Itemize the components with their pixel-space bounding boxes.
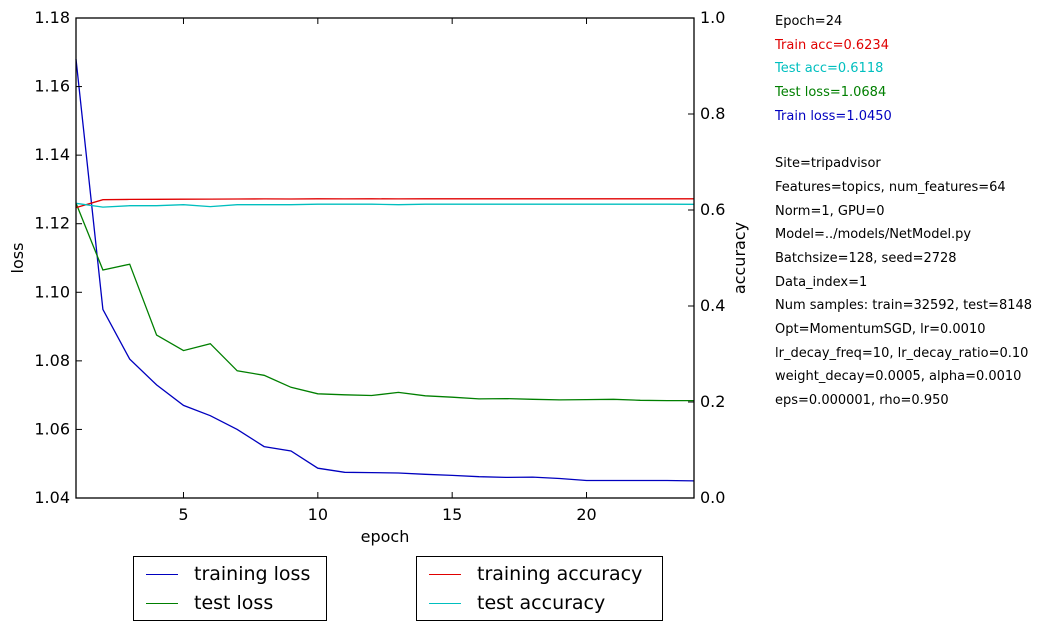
series-line-test-loss [75,202,694,402]
y-right-tick-label: 0.8 [700,104,725,123]
legend-label-training-accuracy: training accuracy [477,563,643,585]
y-right-tick-label: 0.0 [700,488,725,507]
y-left-tick-label: 1.12 [34,214,70,233]
info-train-acc: Train acc=0.6234 [775,37,889,53]
info-norm: Norm=1, GPU=0 [775,203,885,219]
info-lr-decay: lr_decay_freq=10, lr_decay_ratio=0.10 [775,345,1029,361]
legend-swatch-test-loss [146,602,178,604]
series-line-test-accuracy [75,202,695,208]
info-opt: Opt=MomentumSGD, lr=0.0010 [775,321,986,337]
series-line-training-loss [75,59,695,482]
x-tick-label: 20 [576,505,596,524]
x-tick-label: 15 [442,505,462,524]
x-axis-label: epoch [361,527,410,546]
legend-loss: training loss test loss [133,556,327,621]
info-batch: Batchsize=128, seed=2728 [775,250,957,266]
legend-item-training-loss: training loss [134,560,310,588]
info-data-index: Data_index=1 [775,274,868,290]
y-right-tick-label: 0.4 [700,296,725,315]
y-left-tick-label: 1.14 [34,145,70,164]
y-right-tick-label: 1.0 [700,8,725,27]
legend-swatch-training-accuracy [429,573,461,575]
y-axis-right-label: accuracy [730,222,749,294]
x-tick-label: 5 [178,505,188,524]
legend-item-test-loss: test loss [134,589,273,617]
info-weight-decay: weight_decay=0.0005, alpha=0.0010 [775,369,1022,385]
info-spacer [775,128,1032,152]
y-axis-right: 0.0 0.2 0.4 0.6 0.8 1.0 [688,8,725,507]
legend-item-test-accuracy: test accuracy [417,589,605,617]
legend-item-training-accuracy: training accuracy [417,560,642,588]
info-eps: eps=0.000001, rho=0.950 [775,393,949,408]
info-samples: Num samples: train=32592, test=8148 [775,298,1033,314]
y-left-tick-label: 1.08 [34,351,70,370]
y-right-tick-label: 0.2 [700,392,725,411]
y-left-tick-label: 1.10 [34,282,70,301]
info-epoch: Epoch=24 [775,14,843,29]
info-site: Site=tripadvisor [775,156,881,172]
legend-label-training-loss: training loss [194,563,311,585]
info-model: Model=../models/NetModel.py [775,227,972,243]
plot-area [75,59,695,482]
legend-swatch-test-accuracy [429,602,461,604]
run-info-panel: Epoch=24 Train acc=0.6234 Test acc=0.611… [775,10,1032,413]
y-left-tick-label: 1.16 [34,77,70,96]
x-axis: 5 10 15 20 [178,18,597,524]
info-train-loss: Train loss=1.0450 [775,108,892,124]
y-left-tick-label: 1.06 [34,419,70,438]
plot-frame [75,17,695,499]
info-test-loss: Test loss=1.0684 [775,85,887,101]
legend-label-test-accuracy: test accuracy [477,592,606,614]
legend-label-test-loss: test loss [194,592,274,614]
y-axis-left-label: loss [8,243,27,274]
series-line-training-accuracy [75,198,694,209]
y-axis-left: 1.04 1.06 1.08 1.10 1.12 1.14 1.16 1.18 [34,8,82,507]
legend-accuracy: training accuracy test accuracy [416,556,663,621]
info-features: Features=topics, num_features=64 [775,179,1006,195]
y-left-tick-label: 1.18 [34,8,70,27]
info-test-acc: Test acc=0.6118 [775,61,884,77]
y-left-tick-label: 1.04 [34,488,70,507]
legend-swatch-training-loss [146,573,178,575]
y-right-tick-label: 0.6 [700,200,725,219]
x-tick-label: 10 [308,505,328,524]
